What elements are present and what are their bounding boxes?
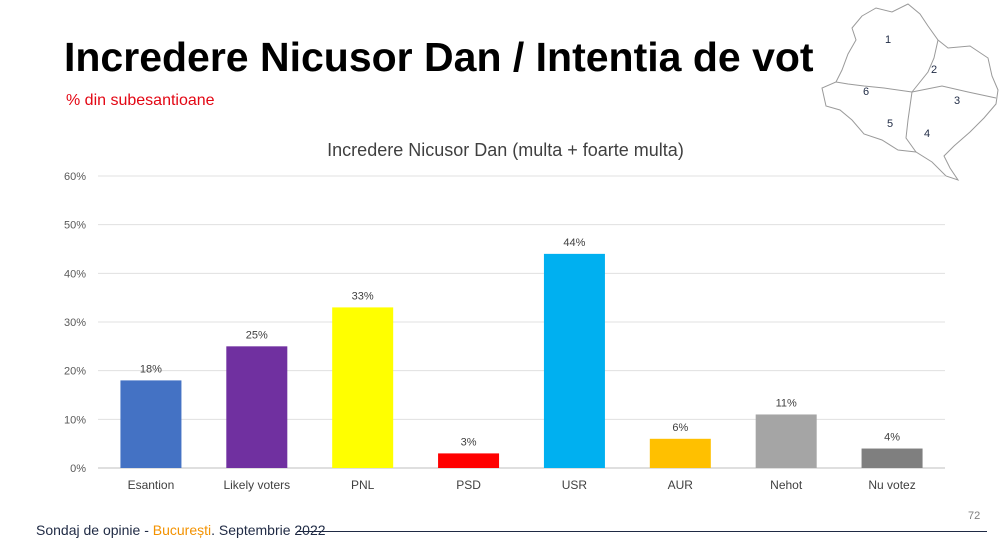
- map-sector-label: 5: [887, 118, 893, 130]
- bar: [543, 253, 605, 468]
- y-tick-label: 20%: [64, 366, 86, 378]
- footer-text: Sondaj de opinie - București. Septembrie…: [36, 522, 326, 538]
- category-label: PNL: [351, 478, 375, 492]
- bar: [226, 346, 288, 468]
- data-label: 4%: [884, 432, 900, 444]
- bar: [861, 448, 923, 468]
- page-number: 72: [968, 510, 981, 522]
- footer-prefix: Sondaj de opinie -: [36, 522, 153, 538]
- page-title: Incredere Nicusor Dan / Intentia de vot: [64, 34, 814, 80]
- category-label: Nu votez: [868, 478, 915, 492]
- category-label: Likely voters: [223, 478, 290, 492]
- category-label: USR: [562, 478, 588, 492]
- bar: [332, 307, 394, 468]
- map-sector-label: 3: [954, 95, 960, 107]
- chart-title: Incredere Nicusor Dan (multa + foarte mu…: [327, 140, 684, 160]
- y-tick-label: 40%: [64, 268, 86, 280]
- map-sector-label: 1: [885, 34, 891, 46]
- category-label: PSD: [456, 478, 481, 492]
- category-label: Nehot: [770, 478, 803, 492]
- footer-city: București: [152, 522, 212, 538]
- data-label: 6%: [672, 422, 688, 434]
- bucharest-sectors-map: 1 2 3 4 5 6: [821, 3, 999, 181]
- bar: [438, 453, 500, 468]
- data-label: 25%: [246, 329, 268, 341]
- data-label: 11%: [776, 397, 797, 409]
- bar: [755, 414, 817, 468]
- category-label: Esantion: [128, 478, 175, 492]
- map-sector-label: 2: [931, 64, 937, 76]
- data-label: 3%: [461, 436, 477, 448]
- y-tick-label: 10%: [64, 414, 86, 426]
- bar: [649, 438, 711, 468]
- y-tick-label: 60%: [64, 171, 86, 183]
- data-label: 44%: [563, 237, 585, 249]
- map-sector-label: 4: [924, 128, 930, 140]
- y-tick-label: 50%: [64, 220, 86, 232]
- category-label: AUR: [668, 478, 694, 492]
- y-tick-label: 30%: [64, 317, 86, 329]
- bar: [120, 380, 182, 468]
- y-tick-label: 0%: [70, 463, 86, 475]
- footer-divider: [297, 531, 987, 532]
- data-label: 18%: [140, 363, 162, 375]
- data-label: 33%: [352, 290, 374, 302]
- map-sector-label: 6: [863, 86, 869, 98]
- page-subtitle: % din subesantioane: [66, 92, 215, 109]
- footer-suffix: . Septembrie 2022: [211, 522, 326, 538]
